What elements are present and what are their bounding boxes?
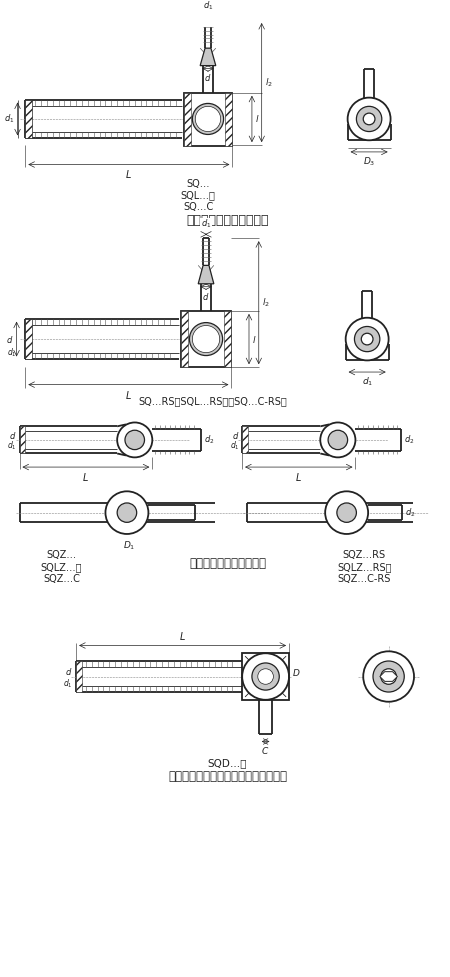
Bar	[180, 311, 189, 367]
Bar	[180, 311, 231, 367]
Circle shape	[328, 430, 347, 449]
Bar	[76, 661, 82, 692]
Ellipse shape	[105, 491, 148, 534]
Circle shape	[373, 661, 404, 692]
Text: $L$: $L$	[82, 471, 90, 483]
Circle shape	[381, 669, 396, 684]
Circle shape	[195, 106, 220, 132]
Text: $d$: $d$	[6, 333, 14, 345]
Polygon shape	[200, 48, 216, 65]
Text: $d$: $d$	[232, 430, 239, 441]
Circle shape	[117, 503, 137, 523]
Text: $d$: $d$	[202, 290, 210, 302]
Polygon shape	[380, 671, 397, 681]
Bar	[242, 426, 248, 453]
Bar	[225, 93, 232, 147]
Text: $D_3$: $D_3$	[363, 155, 375, 168]
Text: $L$: $L$	[125, 389, 132, 401]
Bar	[25, 319, 32, 360]
Text: $d_1$: $d_1$	[201, 218, 211, 231]
Text: $l$: $l$	[252, 333, 256, 345]
Text: SQ…: SQ…	[186, 179, 210, 189]
Circle shape	[363, 652, 414, 701]
Circle shape	[320, 422, 356, 457]
Bar	[224, 311, 231, 367]
Text: SQZ…RS: SQZ…RS	[342, 550, 386, 561]
Text: SQD…型: SQD…型	[208, 758, 247, 768]
Text: SQ…C: SQ…C	[183, 202, 213, 212]
Circle shape	[363, 113, 375, 125]
Bar	[242, 654, 289, 700]
Text: 弯杆型球头杆端关节轴承: 弯杆型球头杆端关节轴承	[186, 214, 269, 228]
Text: SQ…RS；SQL…RS型；SQ…C-RS型: SQ…RS；SQL…RS型；SQ…C-RS型	[139, 396, 287, 406]
Text: $d_2$: $d_2$	[204, 434, 215, 446]
Text: SQLZ…型: SQLZ…型	[41, 562, 82, 572]
Text: $d_1$: $d_1$	[63, 677, 72, 690]
Text: $d$: $d$	[204, 72, 212, 83]
Circle shape	[125, 430, 144, 449]
Bar	[184, 93, 232, 147]
Text: SQZ…C-RS: SQZ…C-RS	[338, 573, 391, 583]
Circle shape	[258, 669, 274, 684]
Circle shape	[347, 98, 391, 141]
Circle shape	[346, 318, 389, 361]
Text: SQZ…: SQZ…	[46, 550, 76, 561]
Text: $d$: $d$	[9, 430, 17, 441]
Text: $d$: $d$	[65, 666, 72, 677]
Text: $D_1$: $D_1$	[123, 540, 135, 552]
Ellipse shape	[325, 491, 368, 534]
Text: SQL…型: SQL…型	[181, 191, 216, 200]
Text: $d_1$: $d_1$	[4, 112, 15, 125]
Circle shape	[356, 106, 382, 132]
Text: $d_1$: $d_1$	[203, 0, 213, 13]
Circle shape	[189, 322, 223, 356]
Text: SQLZ…RS型: SQLZ…RS型	[337, 562, 392, 572]
Text: $d_2$: $d_2$	[404, 434, 415, 446]
Text: SQZ…C: SQZ…C	[43, 573, 80, 583]
Circle shape	[337, 503, 356, 523]
Text: $L$: $L$	[295, 471, 302, 483]
Polygon shape	[198, 266, 214, 283]
Text: $l_2$: $l_2$	[262, 296, 270, 309]
Text: $l_2$: $l_2$	[265, 76, 273, 89]
Text: $L$: $L$	[179, 629, 186, 642]
Circle shape	[242, 654, 289, 700]
Text: $d_1$: $d_1$	[361, 376, 373, 389]
Text: $l$: $l$	[255, 113, 259, 124]
Text: $d_1$: $d_1$	[230, 440, 239, 452]
Circle shape	[117, 422, 152, 457]
Circle shape	[355, 326, 380, 352]
Circle shape	[252, 663, 279, 690]
Circle shape	[192, 325, 220, 353]
Bar	[184, 93, 191, 147]
Text: 直杆型球头杆端关节轴承: 直杆型球头杆端关节轴承	[189, 557, 266, 570]
Text: 单杆型球头杆端关节轴承的产品系列表: 单杆型球头杆端关节轴承的产品系列表	[168, 770, 287, 783]
Bar	[25, 100, 32, 139]
Circle shape	[361, 333, 373, 345]
Text: $d_2$: $d_2$	[405, 506, 416, 519]
Circle shape	[192, 104, 224, 135]
Text: $d_1$: $d_1$	[7, 347, 17, 359]
Text: $D$: $D$	[292, 667, 301, 678]
Text: $C$: $C$	[261, 745, 270, 756]
Bar	[19, 426, 25, 453]
Text: $L$: $L$	[126, 168, 132, 181]
Text: $d_1$: $d_1$	[7, 440, 17, 452]
